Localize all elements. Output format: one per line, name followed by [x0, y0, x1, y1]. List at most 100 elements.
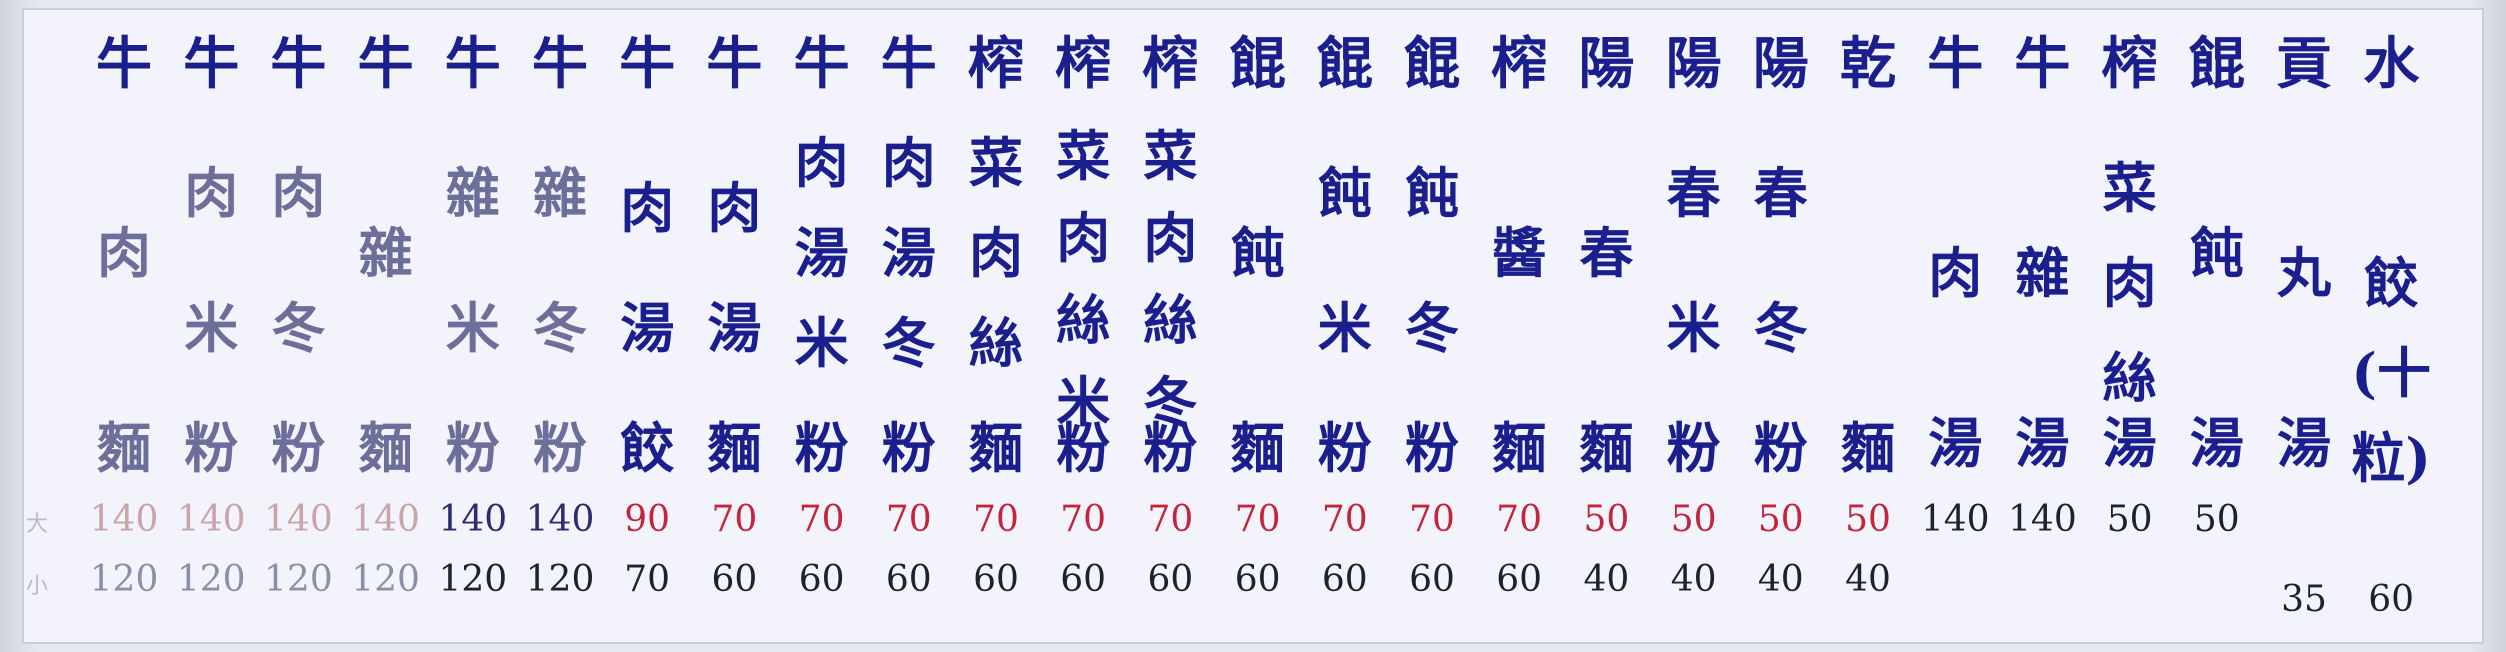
price-large: 50 [1583, 499, 1630, 540]
menu-item-word-char: 麵 [1492, 416, 1547, 480]
menu-item-title-char: 牛 [1927, 31, 1984, 97]
menu-item-word-char: 粉 [445, 416, 500, 480]
menu-item-title-char: 餛 [1229, 31, 1286, 97]
menu-item-word-char: 湯 [2102, 411, 2157, 475]
price-small: 40 [1845, 559, 1891, 600]
menu-item-char: 冬 [271, 296, 326, 360]
price-large: 140 [438, 499, 508, 540]
price-small: 60 [973, 559, 1019, 600]
menu-item-char: 絲 [2102, 346, 2157, 410]
price-large: 140 [1920, 499, 1990, 540]
menu-item-char: 肉 [794, 131, 849, 195]
menu-item-column: 餛飩麵 70 60 [1218, 8, 1298, 644]
menu-item-title-char: 牛 [880, 31, 937, 97]
menu-item-title-char: 榨 [1491, 31, 1548, 97]
price-small: 60 [798, 559, 845, 600]
price-large: 70 [973, 499, 1019, 540]
price-large: 70 [798, 499, 845, 540]
menu-item-char: 絲 [1143, 288, 1198, 352]
menu-item-column: 榨菜肉絲冬粉 70 60 [1130, 8, 1210, 644]
menu-item-char: 米 [184, 296, 239, 360]
menu-item-char: 肉 [620, 176, 675, 240]
menu-item-title-char: 陽 [1752, 31, 1809, 97]
price-large: 70 [1409, 499, 1455, 540]
price-small: 35 [2281, 579, 2327, 620]
menu-item-char: 米 [1666, 296, 1721, 360]
price-small: 60 [1321, 559, 1368, 600]
menu-item-column: 榨菜肉絲湯 50 [2090, 8, 2170, 644]
menu-item-word-char: 粉 [1753, 416, 1808, 480]
menu-item-char: 肉 [707, 176, 762, 240]
menu-item-word-char: 湯 [2015, 411, 2070, 475]
menu-item-column: 牛肉湯餃 90 70 [607, 8, 687, 644]
menu-item-column: 餛飩米粉 70 60 [1305, 8, 1385, 644]
menu-board: 大 小 牛肉麵 140 120 牛肉米粉 140 120 牛肉冬粉 140 120 牛雜麵 140 1… [22, 8, 2484, 644]
menu-item-column: 貢丸湯 35 [2264, 8, 2344, 644]
menu-item-word-char: 粉 [794, 416, 849, 480]
price-small: 70 [624, 559, 671, 600]
menu-item-word-char: 粉 [533, 416, 587, 480]
price-large: 70 [1496, 499, 1543, 540]
menu-item-title-char: 牛 [2014, 31, 2071, 97]
menu-item-column: 牛肉米粉 140 120 [171, 8, 251, 644]
menu-item-column: 牛肉湯 140 [1915, 8, 1995, 644]
menu-item-char: 春 [1579, 221, 1634, 285]
menu-item-word-char: 麵 [1579, 416, 1634, 480]
menu-item-char: 絲 [1056, 288, 1111, 352]
menu-item-column: 榨菜肉絲米粉 70 60 [1043, 8, 1123, 644]
menu-item-char: 肉 [1928, 241, 1983, 305]
menu-item-title-char: 陽 [1578, 31, 1635, 97]
price-large: 70 [711, 499, 758, 540]
menu-item-char: 湯 [620, 296, 675, 360]
menu-item-word-char: 粉 [1317, 416, 1372, 480]
price-small: 60 [2368, 579, 2415, 620]
menu-item-title-char: 榨 [2101, 31, 2158, 97]
menu-item-char: 菜 [1056, 124, 1111, 188]
price-small: 60 [1234, 559, 1281, 600]
menu-item-char: 肉 [969, 221, 1023, 285]
price-large: 140 [264, 499, 333, 540]
price-small: 120 [438, 559, 508, 600]
price-large: 90 [624, 499, 671, 540]
menu-item-column: 餛飩湯 50 [2177, 8, 2257, 644]
menu-item-word-char: 麵 [707, 416, 762, 480]
menu-item-title-char: 牛 [532, 31, 588, 97]
menu-item-char: 餃 [2364, 251, 2419, 315]
menu-item-title-char: 牛 [270, 31, 327, 97]
menu-item-char: 米 [1317, 296, 1372, 360]
menu-item-title-char: 牛 [96, 31, 152, 97]
price-large: 140 [2008, 499, 2077, 540]
menu-item-title-char: 牛 [793, 31, 850, 97]
menu-item-title-char: 貢 [2276, 31, 2332, 97]
menu-item-char: 飩 [1230, 221, 1285, 285]
menu-item-title-char: 榨 [1055, 31, 1112, 97]
menu-item-char: 飩 [1405, 161, 1459, 225]
menu-item-char: 肉 [97, 221, 151, 285]
menu-item-title-char: 牛 [444, 31, 501, 97]
price-large: 70 [1147, 499, 1194, 540]
size-large-label: 大 [26, 512, 49, 537]
menu-item-word-char: 湯 [1928, 411, 1983, 475]
menu-item-column: 牛肉湯麵 70 60 [694, 8, 774, 644]
menu-item-column: 牛肉冬粉 140 120 [258, 8, 338, 644]
price-large: 70 [1234, 499, 1281, 540]
menu-item-word-char: 粉 [1666, 416, 1721, 480]
menu-item-char: 春 [1753, 161, 1808, 225]
price-large: 70 [885, 499, 932, 540]
price-small: 120 [264, 559, 333, 600]
menu-item-column: 牛肉湯冬粉 70 60 [869, 8, 949, 644]
menu-item-title-char: 牛 [706, 31, 763, 97]
menu-item-char: 菜 [1143, 124, 1198, 188]
menu-item-column: 牛雜米粉 140 120 [433, 8, 513, 644]
price-small: 120 [351, 559, 420, 600]
price-large: 50 [1670, 499, 1717, 540]
menu-item-title-char: 牛 [357, 31, 414, 97]
menu-item-char: 肉 [881, 131, 936, 195]
menu-item-char: 雜 [2015, 241, 2070, 305]
menu-item-char: 菜 [2102, 156, 2157, 220]
menu-item-column: 牛肉湯米粉 70 60 [782, 8, 862, 644]
menu-item-char: 粒) [2351, 426, 2431, 490]
menu-item-char: 米 [445, 296, 500, 360]
menu-item-char: 飩 [2189, 221, 2244, 285]
menu-item-title-char: 餛 [1316, 31, 1373, 97]
